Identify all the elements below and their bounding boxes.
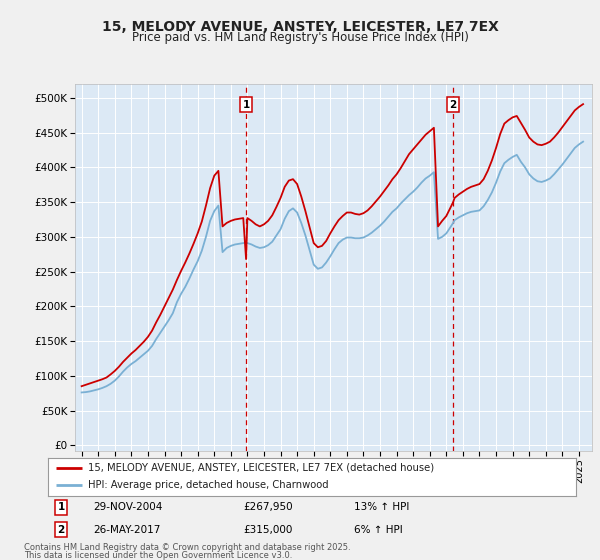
Text: £315,000: £315,000 (244, 525, 293, 535)
Text: 1: 1 (242, 100, 250, 110)
Text: 15, MELODY AVENUE, ANSTEY, LEICESTER, LE7 7EX: 15, MELODY AVENUE, ANSTEY, LEICESTER, LE… (101, 20, 499, 34)
Text: This data is licensed under the Open Government Licence v3.0.: This data is licensed under the Open Gov… (24, 551, 292, 560)
Text: Price paid vs. HM Land Registry's House Price Index (HPI): Price paid vs. HM Land Registry's House … (131, 31, 469, 44)
Text: 1: 1 (58, 502, 65, 512)
Text: HPI: Average price, detached house, Charnwood: HPI: Average price, detached house, Char… (88, 480, 328, 491)
Text: 2: 2 (58, 525, 65, 535)
Text: 29-NOV-2004: 29-NOV-2004 (93, 502, 162, 512)
Text: 13% ↑ HPI: 13% ↑ HPI (354, 502, 410, 512)
Text: £267,950: £267,950 (244, 502, 293, 512)
Text: 2: 2 (449, 100, 457, 110)
Text: 26-MAY-2017: 26-MAY-2017 (93, 525, 160, 535)
Text: 15, MELODY AVENUE, ANSTEY, LEICESTER, LE7 7EX (detached house): 15, MELODY AVENUE, ANSTEY, LEICESTER, LE… (88, 463, 434, 473)
Text: Contains HM Land Registry data © Crown copyright and database right 2025.: Contains HM Land Registry data © Crown c… (24, 543, 350, 552)
Text: 6% ↑ HPI: 6% ↑ HPI (354, 525, 403, 535)
